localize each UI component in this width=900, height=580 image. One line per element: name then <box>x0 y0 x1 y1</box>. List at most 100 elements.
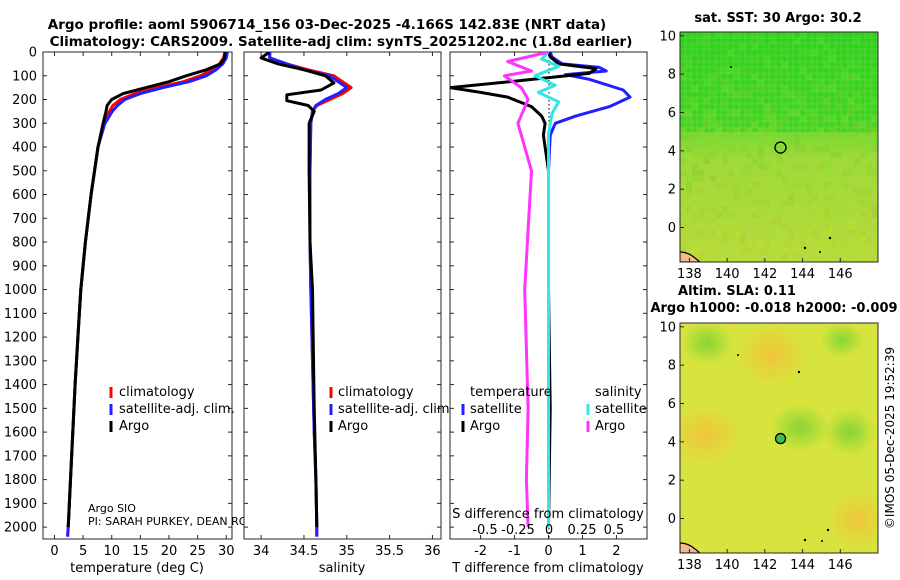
sst-pixel <box>752 212 758 218</box>
x-tick-label: 25 <box>189 544 206 559</box>
map-y-tick-label: 2 <box>668 183 676 198</box>
depth-tick-label: 600 <box>12 188 37 203</box>
sst-map-frame <box>679 31 879 263</box>
sst-pixel <box>710 230 716 236</box>
sst-pixel <box>830 128 836 134</box>
sst-pixel <box>722 62 728 68</box>
island-dot <box>828 236 832 240</box>
sst-pixel <box>842 200 848 206</box>
map-y-tick-label: 0 <box>668 221 676 236</box>
sst-pixel <box>728 110 734 116</box>
sst-pixel <box>722 200 728 206</box>
sst-pixel <box>752 38 758 44</box>
sst-pixel <box>788 32 794 38</box>
sst-heatmap <box>680 32 878 262</box>
depth-tick-label: 800 <box>12 236 37 251</box>
sst-pixel <box>812 248 818 254</box>
sst-pixel <box>722 32 728 38</box>
sst-pixel <box>698 212 704 218</box>
sst-pixel <box>806 212 812 218</box>
sst-pixel <box>728 92 734 98</box>
sst-pixel <box>872 68 878 74</box>
sst-pixel <box>824 200 830 206</box>
sst-pixel <box>842 182 848 188</box>
sst-pixel <box>770 254 776 260</box>
sst-pixel <box>746 128 752 134</box>
sst-pixel <box>776 212 782 218</box>
sst-pixel <box>734 110 740 116</box>
sst-pixel <box>710 74 716 80</box>
sst-pixel <box>734 230 740 236</box>
sst-pixel <box>716 212 722 218</box>
depth-tick-label: 200 <box>12 93 37 108</box>
sst-pixel <box>830 194 836 200</box>
sst-pixel <box>848 110 854 116</box>
depth-tick-label: 1800 <box>4 473 37 488</box>
sst-pixel <box>770 170 776 176</box>
depth-tick-label: 900 <box>12 259 37 274</box>
sst-pixel <box>746 92 752 98</box>
sst-pixel <box>746 56 752 62</box>
sst-pixel <box>746 68 752 74</box>
sst-pixel <box>854 164 860 170</box>
sst-pixel <box>830 218 836 224</box>
sst-pixel <box>692 98 698 104</box>
x-tick-label: 20 <box>161 544 178 559</box>
sst-pixel <box>764 56 770 62</box>
sst-pixel <box>764 200 770 206</box>
sst-pixel <box>794 164 800 170</box>
sst-pixel <box>848 200 854 206</box>
sst-pixel <box>692 44 698 50</box>
sst-pixel <box>686 182 692 188</box>
sst-pixel <box>782 32 788 38</box>
sst-pixel <box>740 68 746 74</box>
legend-label-satellite: satellite-adj. clim. <box>119 402 235 417</box>
difference-top-tick-label: 0.5 <box>604 523 625 538</box>
sst-pixel <box>764 236 770 242</box>
island-dot <box>803 538 807 542</box>
sst-pixel <box>860 134 866 140</box>
sst-pixel <box>866 152 872 158</box>
sst-pixel <box>782 62 788 68</box>
sst-pixel <box>866 164 872 170</box>
sst-pixel <box>710 80 716 86</box>
sst-pixel <box>806 230 812 236</box>
sst-pixel <box>758 32 764 38</box>
sst-pixel <box>728 86 734 92</box>
sst-pixel <box>686 134 692 140</box>
sst-pixel <box>704 116 710 122</box>
sst-pixel <box>752 74 758 80</box>
sst-pixel <box>848 218 854 224</box>
sst-pixel <box>842 122 848 128</box>
sst-pixel <box>764 128 770 134</box>
sst-pixel <box>788 236 794 242</box>
sst-pixel <box>692 32 698 38</box>
sst-pixel <box>806 134 812 140</box>
sst-pixel <box>860 194 866 200</box>
sst-pixel <box>692 200 698 206</box>
sst-pixel <box>764 134 770 140</box>
sst-pixel <box>824 170 830 176</box>
sst-pixel <box>794 38 800 44</box>
sst-pixel <box>746 152 752 158</box>
sst-pixel <box>782 146 788 152</box>
sst-pixel <box>740 230 746 236</box>
sst-pixel <box>716 122 722 128</box>
sst-pixel <box>770 200 776 206</box>
sst-pixel <box>722 236 728 242</box>
sst-pixel <box>716 68 722 74</box>
sst-pixel <box>758 158 764 164</box>
sst-pixel <box>740 134 746 140</box>
sst-pixel <box>848 98 854 104</box>
sst-pixel <box>800 242 806 248</box>
sst-pixel <box>686 146 692 152</box>
depth-tick-label: 500 <box>12 164 37 179</box>
sst-pixel <box>698 80 704 86</box>
sst-pixel <box>722 164 728 170</box>
sst-pixel <box>800 104 806 110</box>
legend-label-argo: Argo <box>338 419 368 434</box>
salinity-legend: climatology satellite-adj. clim. Argo <box>329 385 454 434</box>
sst-pixel <box>854 128 860 134</box>
salinity-axes-frame <box>243 51 442 540</box>
sst-pixel <box>710 44 716 50</box>
